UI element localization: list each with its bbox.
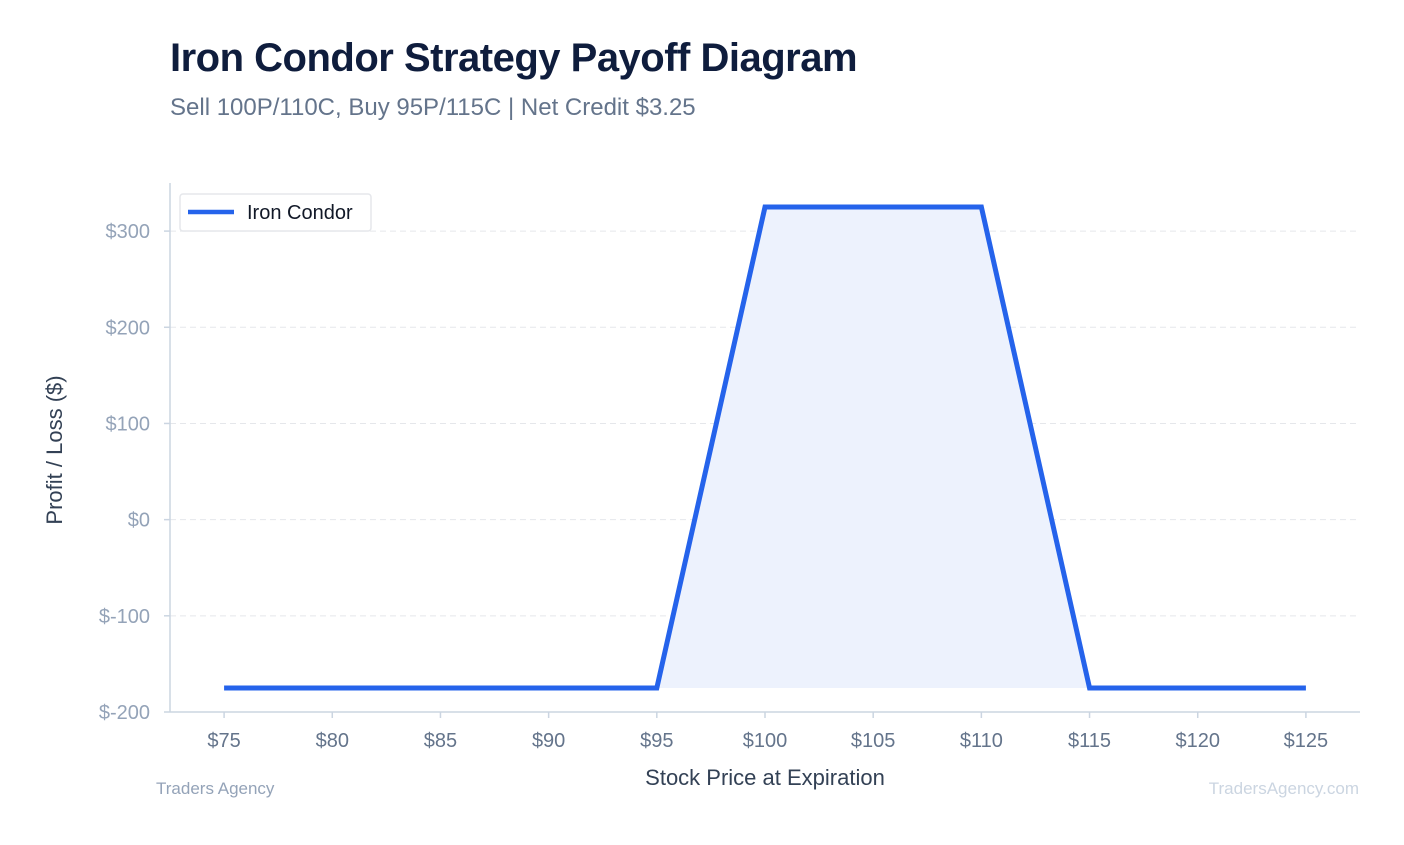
tick-labels: $-200 $-100 $0 $100 $200 $300 $75 $80 $85 $90 $95 $… bbox=[99, 221, 1328, 752]
x-axis-title: Stock Price at Expiration bbox=[645, 765, 885, 790]
chart-subtitle: Sell 100P/110C, Buy 95P/115C | Net Credi… bbox=[170, 94, 696, 121]
payoff-line bbox=[224, 204, 1306, 691]
x-tick-label: $95 bbox=[640, 730, 673, 752]
x-tick-label: $115 bbox=[1068, 730, 1111, 752]
footer-website: TradersAgency.com bbox=[1208, 779, 1359, 798]
y-tick-label: $200 bbox=[106, 317, 151, 339]
y-tick-label: $-200 bbox=[99, 702, 150, 724]
chart-legend: Iron Condor bbox=[179, 193, 372, 232]
payoff-fill-area bbox=[224, 207, 1306, 688]
y-tick-label: $-100 bbox=[99, 606, 150, 628]
x-tick-label: $120 bbox=[1175, 730, 1220, 752]
payoff-line-layer bbox=[224, 204, 1306, 691]
x-tick-label: $105 bbox=[851, 730, 896, 752]
y-tick-label: $100 bbox=[106, 413, 151, 435]
y-tick-label: $0 bbox=[128, 510, 150, 532]
x-tick-label: $100 bbox=[743, 730, 788, 752]
x-tick-label: $80 bbox=[316, 730, 349, 752]
payoff-fill bbox=[224, 207, 1306, 688]
y-tick-label: $300 bbox=[106, 221, 151, 243]
x-tick-label: $110 bbox=[960, 730, 1003, 752]
legend-box bbox=[179, 193, 372, 232]
x-tick-label: $85 bbox=[424, 730, 457, 752]
footer-brand: Traders Agency bbox=[156, 779, 275, 798]
chart-title: Iron Condor Strategy Payoff Diagram bbox=[170, 36, 858, 80]
axes bbox=[164, 183, 1360, 718]
x-tick-label: $75 bbox=[207, 730, 240, 752]
x-tick-label: $125 bbox=[1284, 730, 1329, 752]
x-tick-label: $90 bbox=[532, 730, 565, 752]
y-axis-title: Profit / Loss ($) bbox=[42, 375, 67, 524]
legend-label: Iron Condor bbox=[247, 202, 353, 224]
